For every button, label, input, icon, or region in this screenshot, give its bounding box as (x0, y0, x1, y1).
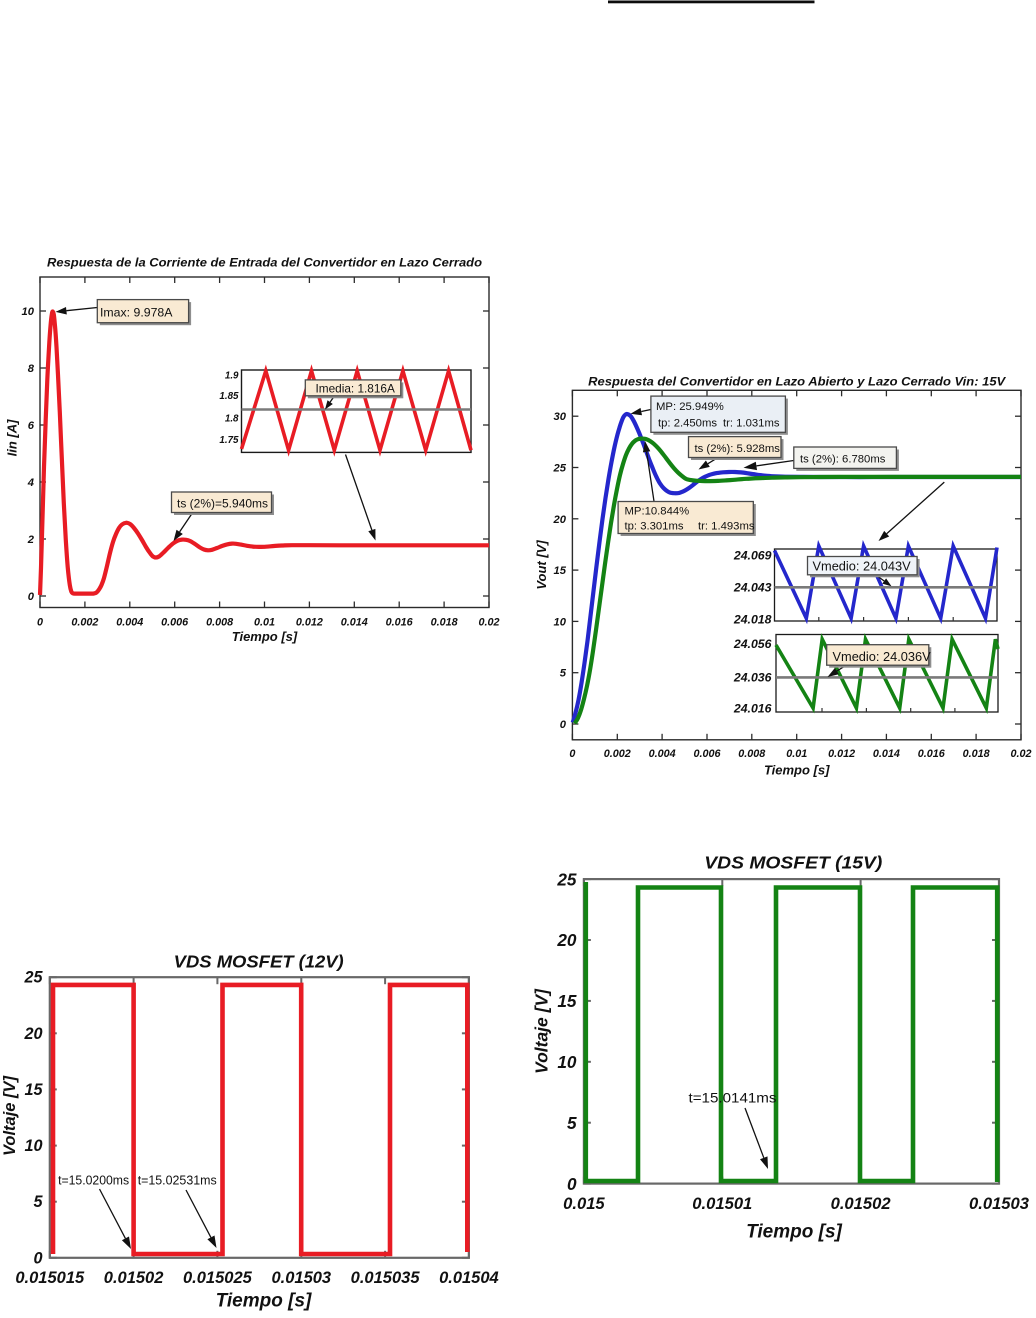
svg-text:0: 0 (567, 1174, 577, 1194)
svg-text:0.008: 0.008 (738, 748, 765, 760)
svg-text:0: 0 (569, 748, 575, 760)
svg-text:Vout [V]: Vout [V] (534, 540, 549, 590)
svg-text:Respuesta del Convertidor en L: Respuesta del Convertidor en Lazo Abiert… (588, 375, 1007, 389)
svg-text:0.01: 0.01 (786, 748, 807, 760)
svg-text:20: 20 (553, 514, 567, 526)
svg-text:0.004: 0.004 (116, 616, 143, 628)
svg-text:0.01503: 0.01503 (271, 1269, 331, 1287)
svg-text:15: 15 (554, 565, 567, 577)
svg-text:MP:10.844%: MP:10.844% (625, 506, 690, 518)
svg-text:24.018: 24.018 (733, 612, 772, 626)
svg-text:Respuesta de la Corriente de E: Respuesta de la Corriente de Entrada del… (47, 256, 483, 270)
svg-text:0: 0 (28, 591, 35, 603)
svg-text:10: 10 (554, 616, 567, 628)
svg-text:0.015: 0.015 (563, 1194, 605, 1213)
svg-text:1.8: 1.8 (225, 413, 239, 424)
svg-text:4: 4 (27, 477, 35, 489)
svg-text:Iin [A]: Iin [A] (5, 419, 20, 456)
svg-text:25: 25 (553, 463, 567, 475)
svg-text:ts (2%)=5.940ms: ts (2%)=5.940ms (177, 497, 268, 511)
svg-text:25: 25 (556, 869, 577, 889)
svg-text:0.02: 0.02 (1010, 748, 1031, 760)
svg-text:tp: 2.450ms: tp: 2.450ms (658, 418, 717, 430)
svg-text:tp: 3.301ms: tp: 3.301ms (625, 521, 684, 533)
svg-text:t=15.02531ms: t=15.02531ms (138, 1174, 217, 1188)
svg-text:0.01502: 0.01502 (104, 1269, 164, 1287)
svg-text:5: 5 (567, 1113, 577, 1133)
svg-text:t=15.0200ms: t=15.0200ms (58, 1174, 129, 1188)
svg-text:ts (2%): 5.928ms: ts (2%): 5.928ms (695, 443, 781, 455)
svg-text:0.006: 0.006 (693, 748, 721, 760)
svg-text:1.9: 1.9 (225, 371, 239, 382)
svg-text:Voltaje [V]: Voltaje [V] (532, 988, 552, 1074)
svg-text:Imax: 9.978A: Imax: 9.978A (100, 306, 173, 320)
svg-text:30: 30 (554, 411, 567, 423)
svg-text:0.015035: 0.015035 (351, 1269, 421, 1287)
svg-text:0.016: 0.016 (386, 616, 414, 628)
svg-text:Tiempo [s]: Tiempo [s] (216, 1291, 312, 1312)
svg-text:5: 5 (33, 1193, 43, 1211)
svg-text:Voltaje [V]: Voltaje [V] (1, 1075, 19, 1156)
svg-text:0: 0 (560, 719, 567, 731)
svg-text:ts (2%): 6.780ms: ts (2%): 6.780ms (800, 454, 886, 466)
svg-text:0.014: 0.014 (873, 748, 900, 760)
svg-text:0: 0 (33, 1249, 42, 1267)
svg-text:0.01502: 0.01502 (831, 1194, 892, 1213)
svg-text:0.018: 0.018 (431, 616, 458, 628)
svg-text:0.01503: 0.01503 (969, 1194, 1030, 1213)
svg-text:24.069: 24.069 (733, 548, 772, 562)
svg-text:15: 15 (557, 991, 577, 1011)
svg-text:10: 10 (557, 1052, 577, 1072)
svg-text:Vmedio: 24.036V: Vmedio: 24.036V (833, 649, 932, 664)
svg-text:0.012: 0.012 (828, 748, 855, 760)
svg-text:0.002: 0.002 (604, 748, 631, 760)
svg-text:0.014: 0.014 (341, 616, 368, 628)
svg-text:1.85: 1.85 (219, 391, 239, 402)
svg-text:0.004: 0.004 (649, 748, 676, 760)
svg-text:tr: 1.493ms: tr: 1.493ms (698, 521, 755, 533)
svg-text:MP: 25.949%: MP: 25.949% (656, 401, 724, 413)
svg-text:24.036: 24.036 (733, 670, 772, 684)
svg-text:15: 15 (24, 1081, 43, 1099)
svg-text:25: 25 (23, 969, 43, 987)
svg-text:8: 8 (28, 363, 35, 375)
svg-text:0.008: 0.008 (206, 616, 233, 628)
svg-text:Imedia: 1.816A: Imedia: 1.816A (316, 381, 395, 395)
svg-text:20: 20 (556, 930, 577, 950)
svg-text:VDS MOSFET (15V): VDS MOSFET (15V) (704, 853, 882, 873)
svg-text:24.043: 24.043 (733, 581, 772, 595)
svg-text:0.012: 0.012 (296, 616, 323, 628)
svg-text:0.01: 0.01 (254, 616, 275, 628)
svg-text:24.016: 24.016 (733, 702, 772, 716)
svg-text:t=15.0141ms: t=15.0141ms (689, 1091, 777, 1107)
svg-text:10: 10 (22, 306, 35, 318)
svg-text:1.75: 1.75 (219, 435, 239, 446)
svg-text:10: 10 (24, 1137, 42, 1155)
svg-text:0.015025: 0.015025 (183, 1269, 253, 1287)
svg-text:24.056: 24.056 (733, 637, 772, 651)
svg-text:0.018: 0.018 (963, 748, 990, 760)
svg-text:2: 2 (27, 534, 35, 546)
svg-text:VDS MOSFET (12V): VDS MOSFET (12V) (174, 952, 344, 972)
svg-text:0.002: 0.002 (71, 616, 98, 628)
svg-text:Tiempo [s]: Tiempo [s] (232, 629, 298, 644)
svg-text:tr: 1.031ms: tr: 1.031ms (723, 418, 780, 430)
svg-text:Vmedio: 24.043V: Vmedio: 24.043V (813, 559, 912, 574)
svg-text:0.01504: 0.01504 (439, 1269, 499, 1287)
svg-text:20: 20 (23, 1025, 42, 1043)
svg-text:Tiempo [s]: Tiempo [s] (764, 763, 830, 778)
svg-text:0.016: 0.016 (918, 748, 946, 760)
svg-text:5: 5 (560, 668, 567, 680)
svg-text:0.02: 0.02 (478, 616, 499, 628)
svg-text:0.015015: 0.015015 (15, 1269, 85, 1287)
svg-text:6: 6 (28, 420, 35, 432)
svg-text:Tiempo [s]: Tiempo [s] (746, 1222, 842, 1243)
svg-text:0: 0 (37, 616, 43, 628)
svg-text:0.01501: 0.01501 (692, 1194, 752, 1213)
svg-text:0.006: 0.006 (161, 616, 189, 628)
